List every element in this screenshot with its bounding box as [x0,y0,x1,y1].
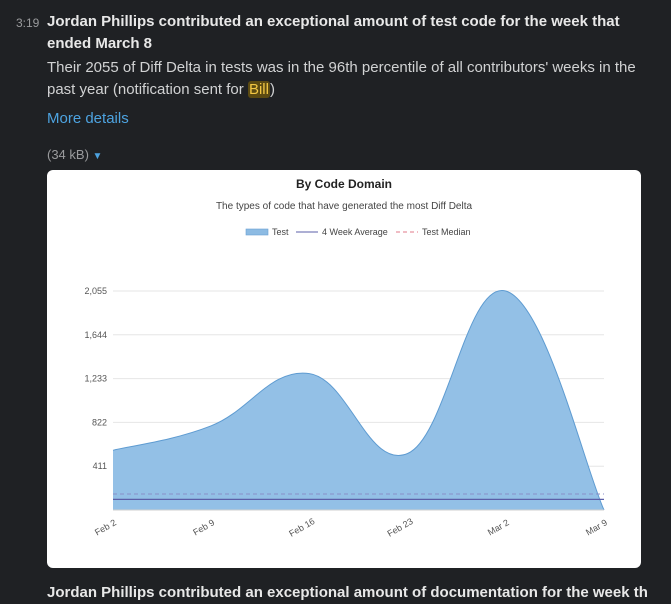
x-tick-label: Mar 9 [584,517,609,537]
y-tick-label: 1,644 [84,330,107,340]
attachment-size-toggle[interactable]: (34 kB) ▼ [47,147,102,162]
message-body: Their 2055 of Diff Delta in tests was in… [47,57,657,101]
y-tick-label: 2,055 [84,286,107,296]
message-body-end: ) [269,81,275,98]
x-tick-label: Feb 9 [191,517,216,537]
y-tick-label: 1,233 [84,374,107,384]
y-tick-label: 411 [93,461,107,471]
x-tick-label: Feb 23 [385,516,414,539]
legend-swatch-test [245,228,269,236]
caret-down-icon[interactable]: ▼ [92,151,103,162]
legend-label: Test [272,227,289,237]
message-headline: Jordan Phillips contributed an exception… [47,13,620,52]
x-tick-label: Feb 16 [287,516,316,539]
next-message-headline: Jordan Phillips contributed an exception… [47,584,647,601]
more-details-link[interactable]: More details [47,110,129,127]
series-test-line [112,290,605,511]
chart-attachment[interactable]: By Code Domain The types of code that hav… [47,170,641,568]
y-tick-label: 822 [92,417,107,427]
attachment-size: (34 kB) [47,147,89,162]
user-mention[interactable]: Bill [247,81,270,98]
chart-subtitle: The types of code that have generated th… [216,201,473,212]
message-timestamp[interactable]: 3:19 [16,16,40,30]
legend-label: Test Median [422,227,471,237]
x-tick-label: Mar 2 [486,517,511,537]
x-tick-label: Feb 2 [93,517,118,537]
legend-label: 4 Week Average [322,227,388,237]
message-body-text: Their 2055 of Diff Delta in tests was in… [47,59,636,98]
series-test-area [113,290,604,510]
area-chart: By Code Domain The types of code that hav… [84,177,609,539]
chart-title: By Code Domain [296,177,392,191]
